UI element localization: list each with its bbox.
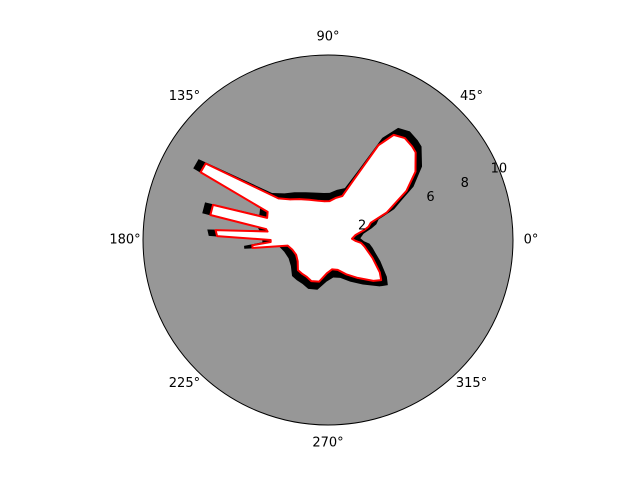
scan-point	[351, 237, 353, 240]
scan-point	[266, 217, 268, 219]
scan-point	[204, 162, 207, 165]
radial-tick-label: 8	[461, 176, 469, 191]
scan-point	[336, 269, 339, 271]
scan-point	[298, 198, 301, 200]
polar-plot-area	[193, 127, 423, 290]
scan-point	[297, 269, 299, 271]
scan-point	[265, 228, 267, 230]
scan-point	[323, 200, 326, 203]
scan-point	[209, 214, 212, 216]
angular-tick-label: 180°	[109, 233, 140, 248]
scan-point	[266, 211, 269, 213]
scan-point	[266, 230, 269, 233]
angular-tick-label: 225°	[169, 376, 200, 391]
angular-tick-label: 45°	[460, 89, 483, 104]
scan-point	[392, 134, 395, 136]
scan-point	[296, 260, 299, 263]
scan-point	[334, 197, 337, 199]
scan-point	[269, 239, 272, 241]
scan-point	[331, 268, 333, 271]
scan-point	[341, 195, 344, 197]
scan-point	[367, 226, 370, 228]
scan-point	[362, 229, 365, 232]
radial-tick-label: 10	[491, 162, 508, 177]
scan-point	[301, 272, 303, 275]
scan-point	[326, 272, 328, 275]
scan-point	[354, 240, 357, 242]
scan-point	[371, 257, 374, 259]
scan-point	[372, 280, 375, 282]
scan-point	[277, 197, 280, 200]
scan-point	[305, 276, 308, 278]
scan-point	[212, 204, 214, 206]
angular-tick-label: 135°	[169, 89, 200, 104]
scan-point	[370, 221, 372, 224]
radial-tick-labels: 2 6 8 10	[358, 162, 507, 234]
scan-point	[328, 200, 331, 202]
scan-point	[404, 137, 406, 139]
radial-tick-label: 2	[358, 218, 366, 233]
scan-point	[414, 170, 417, 173]
scan-point	[345, 273, 348, 276]
scan-point	[286, 244, 289, 247]
scan-point	[363, 245, 366, 248]
scan-point	[308, 198, 311, 201]
scan-point	[405, 190, 408, 192]
angular-tick-label: 90°	[316, 30, 339, 45]
scan-point	[289, 198, 291, 201]
scan-point	[414, 151, 417, 154]
scan-point	[366, 249, 369, 252]
scan-point	[216, 235, 218, 237]
scan-point	[295, 254, 297, 256]
scan-point	[377, 144, 380, 147]
scan-point	[392, 204, 395, 207]
angular-tick-label: 0°	[524, 233, 539, 248]
radial-tick-label: 6	[426, 190, 434, 205]
scan-point	[354, 234, 357, 236]
scan-point	[318, 280, 320, 283]
scan-point	[214, 229, 217, 231]
scan-point	[251, 247, 254, 249]
scan-point	[199, 171, 202, 174]
scan-point	[411, 145, 413, 148]
scan-point	[385, 211, 388, 214]
scan-point	[360, 242, 362, 244]
scan-point	[378, 271, 381, 274]
angular-tick-labels: 0° 45° 90° 135° 180° 225° 270° 315°	[109, 30, 538, 451]
scan-point	[356, 277, 359, 279]
scan-point	[380, 279, 382, 281]
scan-point	[291, 248, 294, 251]
angular-tick-label: 270°	[312, 436, 343, 451]
scan-point	[251, 244, 254, 247]
scan-point	[352, 179, 355, 182]
angular-tick-label: 315°	[456, 376, 487, 391]
scan-point	[316, 199, 319, 202]
scan-point	[310, 280, 313, 282]
scan-point	[269, 241, 272, 243]
polar-axes-frame	[142, 54, 514, 426]
